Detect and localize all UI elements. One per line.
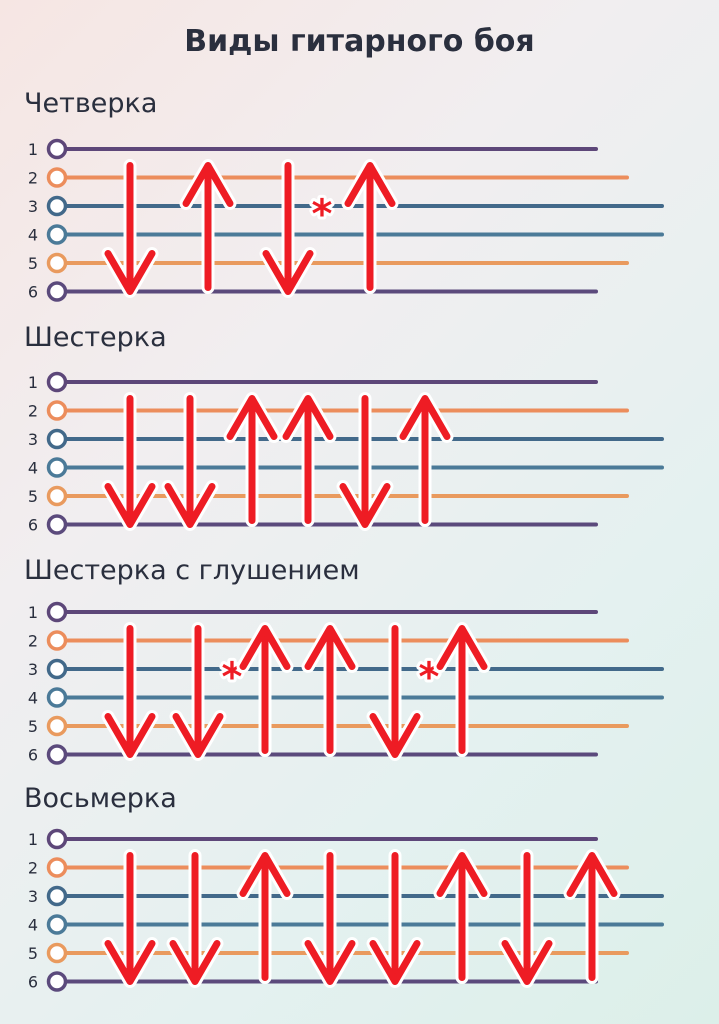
down-arrow-icon: [169, 622, 227, 761]
string-number: 5: [28, 717, 38, 736]
down-arrow-icon: [101, 392, 159, 531]
down-arrow-icon: [366, 849, 424, 988]
string-number: 6: [28, 516, 38, 535]
strum-diagram-shesterka: 1 2 3 4 5 6: [28, 371, 664, 535]
up-arrow-icon: [279, 392, 337, 527]
string-number: 4: [28, 916, 38, 935]
string-peg-icon: [46, 457, 68, 478]
string-number: 6: [28, 746, 38, 765]
mute-mark-icon: *: [312, 191, 333, 237]
string-peg-icon: [46, 281, 68, 302]
up-arrow-icon: [301, 622, 359, 757]
string-number: 2: [28, 402, 38, 421]
down-arrow-icon: [301, 849, 359, 988]
mute-mark-icon: *: [312, 191, 333, 237]
string-peg-icon: [46, 630, 68, 651]
string-peg-icon: [46, 857, 68, 878]
section-title-chetverka: Четверка: [24, 88, 158, 119]
page-title: Виды гитарного боя: [184, 24, 535, 59]
up-arrow-icon: [236, 849, 294, 984]
string-peg-icon: [46, 167, 68, 188]
string-number: 1: [28, 830, 38, 849]
down-arrow-icon: [366, 622, 424, 761]
string-number: 2: [28, 169, 38, 188]
up-arrow-icon: [433, 849, 491, 984]
string-number: 3: [28, 660, 38, 679]
string-number: 3: [28, 197, 38, 216]
down-arrow-icon: [498, 849, 556, 988]
string-peg-icon: [46, 252, 68, 274]
string-number: 3: [28, 430, 38, 449]
string-peg-icon: [46, 687, 68, 708]
string-number: 3: [28, 887, 38, 906]
string-peg-icon: [46, 514, 68, 535]
string-number: 4: [28, 226, 38, 245]
string-peg-icon: [46, 885, 68, 907]
string-peg-icon: [46, 658, 68, 680]
up-arrow-icon: [341, 159, 399, 294]
string-peg-icon: [46, 400, 68, 421]
string-peg-icon: [46, 744, 68, 765]
string-peg-icon: [46, 942, 68, 964]
string-number: 2: [28, 632, 38, 651]
string-peg-icon: [46, 138, 68, 160]
down-arrow-icon: [161, 392, 219, 531]
strum-diagram-vosmerka: 1 2 3 4 5 6: [28, 828, 664, 992]
string-number: 6: [28, 283, 38, 302]
string-peg-icon: [46, 971, 68, 992]
down-arrow-icon: [101, 849, 159, 988]
up-arrow-icon: [179, 159, 237, 294]
string-peg-icon: [46, 224, 68, 245]
down-arrow-icon: [166, 849, 224, 988]
string-peg-icon: [46, 428, 68, 450]
string-number: 5: [28, 254, 38, 273]
down-arrow-icon: [101, 159, 159, 298]
up-arrow-icon: [236, 622, 294, 757]
up-arrow-icon: [396, 392, 454, 527]
string-number: 5: [28, 944, 38, 963]
string-number: 4: [28, 689, 38, 708]
string-number: 1: [28, 373, 38, 392]
string-number: 4: [28, 459, 38, 478]
string-peg-icon: [46, 485, 68, 507]
down-arrow-icon: [101, 622, 159, 761]
up-arrow-icon: [223, 392, 281, 527]
string-number: 5: [28, 487, 38, 506]
string-number: 6: [28, 973, 38, 992]
up-arrow-icon: [563, 849, 621, 984]
up-arrow-icon: [433, 622, 491, 757]
string-peg-icon: [46, 828, 68, 850]
string-peg-icon: [46, 195, 68, 217]
string-peg-icon: [46, 601, 68, 623]
section-title-shesterka-glushenie: Шестерка с глушением: [24, 555, 360, 586]
section-title-vosmerka: Восьмерка: [24, 783, 177, 814]
down-arrow-icon: [336, 392, 394, 531]
string-peg-icon: [46, 914, 68, 935]
string-number: 1: [28, 140, 38, 159]
string-number: 2: [28, 859, 38, 878]
string-peg-icon: [46, 371, 68, 393]
section-title-shesterka: Шестерка: [24, 322, 167, 353]
string-number: 1: [28, 603, 38, 622]
string-peg-icon: [46, 715, 68, 737]
down-arrow-icon: [259, 159, 317, 298]
